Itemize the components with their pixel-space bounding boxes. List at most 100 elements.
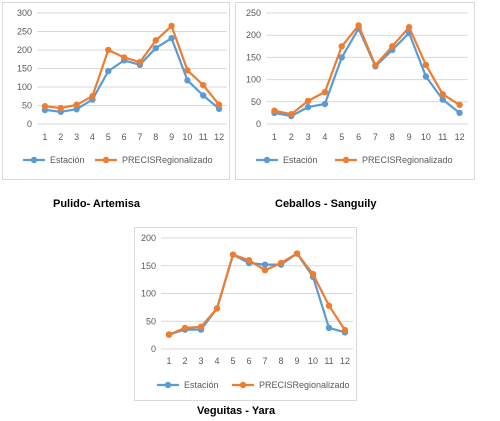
data-point-precis <box>200 81 207 89</box>
data-point-precis <box>422 61 430 69</box>
data-point-precis <box>245 257 253 264</box>
legend-swatch-marker <box>102 156 110 164</box>
legend-label: Estación <box>50 155 85 165</box>
legend-label: Estación <box>283 155 318 165</box>
legend-swatch-marker <box>30 156 38 164</box>
data-point-precis <box>181 324 189 332</box>
caption-ceballos-sanguily: Ceballos - Sanguily <box>275 198 377 210</box>
data-point-estacion <box>73 106 80 113</box>
x-tick-label: 3 <box>306 132 311 142</box>
data-point-precis <box>213 305 221 312</box>
data-point-estacion <box>439 96 446 103</box>
y-tick-label: 150 <box>17 64 32 74</box>
x-tick-label: 8 <box>153 132 158 142</box>
data-point-estacion <box>304 103 312 111</box>
data-point-estacion <box>321 100 329 108</box>
data-point-precis <box>271 107 278 114</box>
x-tick-label: 9 <box>169 132 174 142</box>
data-point-estacion <box>422 73 430 80</box>
y-tick-label: 300 <box>17 8 32 18</box>
data-point-precis <box>136 59 144 66</box>
x-tick-label: 9 <box>294 356 299 366</box>
series-line-estacion <box>274 27 461 118</box>
x-tick-label: 2 <box>289 132 294 142</box>
data-point-precis <box>105 46 112 54</box>
x-tick-label: 2 <box>182 356 187 366</box>
data-point-estacion <box>261 261 269 268</box>
y-tick-label: 250 <box>246 8 261 18</box>
data-point-estacion <box>152 44 159 52</box>
x-tick-label: 2 <box>58 132 63 142</box>
data-point-precis <box>89 93 96 100</box>
y-tick-label: 150 <box>141 261 156 271</box>
data-point-precis <box>341 326 349 334</box>
data-point-estacion <box>200 92 207 99</box>
data-point-estacion <box>325 324 333 332</box>
x-tick-label: 12 <box>214 132 224 142</box>
data-point-precis <box>57 104 64 112</box>
data-point-precis <box>197 323 205 330</box>
x-tick-label: 4 <box>90 132 95 142</box>
x-tick-label: 11 <box>438 132 447 142</box>
data-point-estacion <box>456 109 463 117</box>
y-tick-label: 100 <box>17 82 32 92</box>
data-point-precis <box>325 302 333 309</box>
x-tick-label: 8 <box>390 132 395 142</box>
x-tick-label: 12 <box>455 132 465 142</box>
caption-veguitas-yara: Veguitas - Yara <box>197 405 276 417</box>
x-tick-label: 11 <box>199 132 208 142</box>
y-tick-label: 50 <box>146 316 156 326</box>
series-line-precis <box>274 24 461 116</box>
legend-swatch-marker <box>263 156 271 164</box>
y-tick-label: 50 <box>251 97 261 107</box>
x-tick-label: 5 <box>339 132 344 142</box>
x-tick-label: 1 <box>272 132 277 142</box>
x-tick-label: 6 <box>356 132 361 142</box>
data-point-precis <box>288 111 295 118</box>
y-tick-label: 200 <box>17 45 32 55</box>
x-tick-label: 3 <box>198 356 203 366</box>
data-point-precis <box>120 54 128 61</box>
data-point-precis <box>152 37 159 44</box>
data-point-estacion <box>168 34 175 42</box>
x-tick-label: 6 <box>122 132 127 142</box>
data-point-precis <box>338 43 345 50</box>
y-tick-label: 200 <box>141 233 156 243</box>
x-tick-label: 5 <box>106 132 111 142</box>
y-tick-label: 200 <box>246 30 261 40</box>
data-point-precis <box>293 250 301 257</box>
data-point-estacion <box>105 67 112 75</box>
data-point-precis <box>321 88 329 96</box>
x-tick-label: 10 <box>421 132 431 142</box>
series-line-precis <box>44 24 220 110</box>
data-point-precis <box>215 101 223 108</box>
x-tick-label: 7 <box>262 356 267 366</box>
y-tick-label: 100 <box>141 289 156 299</box>
x-tick-label: 11 <box>324 356 333 366</box>
data-point-precis <box>355 22 362 29</box>
y-tick-label: 0 <box>256 119 261 129</box>
data-point-precis <box>184 67 191 74</box>
legend-label: PRECISRegionalizado <box>122 155 213 165</box>
y-tick-label: 150 <box>246 52 261 62</box>
legend-label: Estación <box>184 380 219 390</box>
chart-panel-veguitas: 0 50 100 150 200 1 2 3 4 5 6 7 8 9 10 11 12 Estación PRECI… <box>134 227 357 401</box>
legend-label: PRECISRegionalizado <box>362 155 453 165</box>
x-tick-label: 10 <box>182 132 192 142</box>
x-tick-label: 7 <box>137 132 142 142</box>
data-point-precis <box>304 97 312 105</box>
data-point-precis <box>405 24 413 31</box>
x-tick-label: 4 <box>214 356 219 366</box>
legend-swatch-marker <box>342 156 350 164</box>
data-point-precis <box>229 251 237 258</box>
data-point-precis <box>309 270 317 278</box>
data-point-precis <box>277 259 285 267</box>
x-tick-label: 1 <box>42 132 47 142</box>
data-point-precis <box>41 103 49 110</box>
data-point-precis <box>73 101 80 108</box>
data-point-precis <box>165 331 173 338</box>
y-tick-label: 0 <box>151 344 156 354</box>
